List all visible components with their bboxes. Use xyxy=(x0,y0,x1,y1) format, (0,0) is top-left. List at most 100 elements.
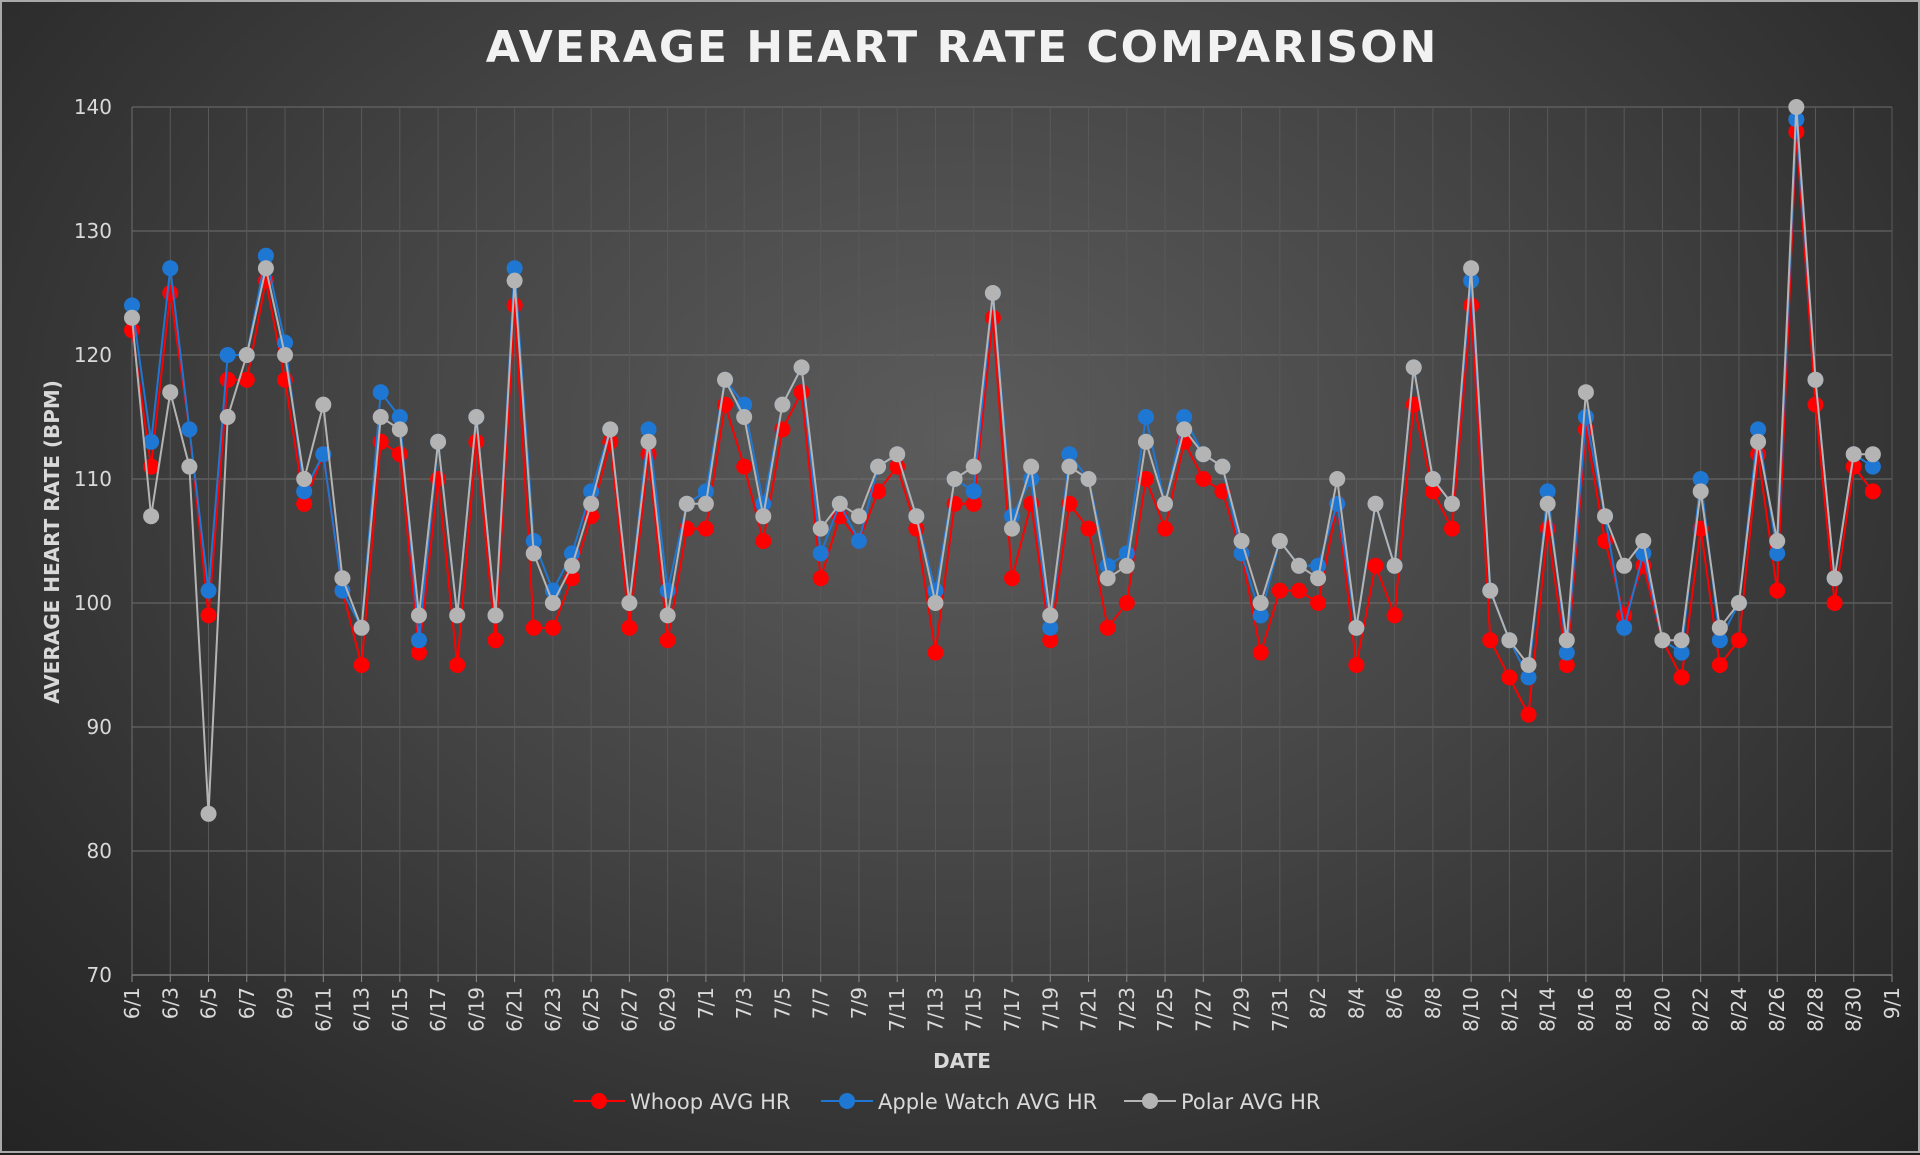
data-point xyxy=(544,595,561,611)
data-point xyxy=(143,508,160,525)
x-tick-label: 6/23 xyxy=(541,987,565,1032)
data-point xyxy=(1386,607,1403,624)
data-point xyxy=(755,508,772,525)
y-tick-label: 80 xyxy=(87,839,112,863)
data-point xyxy=(1424,483,1441,500)
data-point xyxy=(1367,495,1384,512)
data-point xyxy=(697,520,714,537)
x-tick-label: 6/19 xyxy=(464,987,488,1032)
data-point xyxy=(1730,632,1747,649)
data-point xyxy=(1539,495,1556,512)
data-point xyxy=(1195,471,1212,487)
data-point xyxy=(1845,446,1862,463)
data-point xyxy=(564,557,580,574)
data-point xyxy=(1482,582,1499,599)
data-point xyxy=(1080,520,1097,537)
data-point xyxy=(1271,582,1288,599)
data-point xyxy=(1673,644,1690,661)
x-tick-label: 8/26 xyxy=(1765,987,1789,1032)
x-tick-label: 7/9 xyxy=(847,987,871,1019)
data-point xyxy=(984,309,1001,326)
data-point xyxy=(410,607,427,624)
data-point xyxy=(1233,545,1250,562)
data-point xyxy=(1176,409,1193,425)
data-point xyxy=(525,619,542,636)
data-point xyxy=(1711,632,1728,649)
data-point xyxy=(1788,99,1805,115)
data-point xyxy=(1214,458,1231,475)
data-point xyxy=(296,471,313,487)
legend-label: Whoop AVG HR xyxy=(630,1090,791,1114)
legend-marker xyxy=(1142,1093,1158,1109)
data-point xyxy=(1329,471,1346,487)
data-point xyxy=(1826,570,1843,587)
data-point xyxy=(1137,409,1154,425)
data-point xyxy=(1042,619,1059,636)
data-point xyxy=(1558,632,1575,649)
x-tick-label: 8/6 xyxy=(1383,987,1407,1019)
data-point xyxy=(736,409,753,425)
data-point xyxy=(1023,458,1040,475)
data-point xyxy=(1042,632,1059,649)
data-point xyxy=(1386,557,1403,574)
data-point xyxy=(564,545,580,562)
x-tick-label: 8/8 xyxy=(1421,987,1445,1019)
data-point xyxy=(1711,657,1728,673)
data-point xyxy=(1252,595,1269,611)
legend-marker xyxy=(591,1093,607,1109)
data-point xyxy=(1367,557,1384,574)
data-point xyxy=(1864,458,1881,475)
data-point xyxy=(1463,297,1480,314)
x-tick-label: 7/31 xyxy=(1268,987,1292,1032)
data-point xyxy=(1137,433,1154,450)
data-point xyxy=(774,396,791,413)
x-tick-label: 8/12 xyxy=(1497,987,1521,1032)
data-point xyxy=(238,347,255,363)
data-point xyxy=(1864,446,1881,463)
data-point xyxy=(525,545,542,562)
data-point xyxy=(697,495,714,512)
data-point xyxy=(1023,471,1040,487)
data-point xyxy=(1520,706,1537,723)
data-point xyxy=(1807,396,1824,413)
x-tick-label: 6/29 xyxy=(656,987,680,1032)
data-point xyxy=(410,644,427,661)
data-point xyxy=(812,570,829,587)
data-point xyxy=(946,471,963,487)
data-point xyxy=(870,483,887,500)
data-point xyxy=(1730,595,1747,611)
x-tick-label: 8/18 xyxy=(1612,987,1636,1032)
x-tick-label: 9/1 xyxy=(1880,987,1904,1019)
data-point xyxy=(124,309,140,326)
data-point xyxy=(927,644,944,661)
y-tick-label: 90 xyxy=(87,715,112,739)
x-tick-label: 8/22 xyxy=(1689,987,1713,1032)
data-point xyxy=(1118,557,1135,574)
x-tick-label: 7/1 xyxy=(694,987,718,1019)
data-point xyxy=(1807,371,1824,388)
y-tick-label: 110 xyxy=(74,467,112,491)
data-point xyxy=(1080,471,1097,487)
data-point xyxy=(1558,644,1575,661)
data-point xyxy=(1769,582,1786,599)
data-point xyxy=(1195,446,1212,463)
x-tick-label: 8/10 xyxy=(1459,987,1483,1032)
data-point xyxy=(984,285,1001,301)
x-tick-label: 7/21 xyxy=(1077,987,1101,1032)
x-tick-label: 6/13 xyxy=(350,987,374,1032)
data-point xyxy=(1157,520,1174,537)
data-point xyxy=(678,495,695,512)
data-point xyxy=(544,619,561,636)
data-point xyxy=(1118,595,1135,611)
data-point xyxy=(1463,260,1480,277)
x-tick-label: 7/27 xyxy=(1191,987,1215,1032)
data-point xyxy=(1157,495,1174,512)
data-point xyxy=(449,607,466,624)
data-point xyxy=(410,632,427,649)
data-point xyxy=(162,384,179,401)
x-tick-label: 8/4 xyxy=(1344,987,1368,1019)
y-tick-label: 120 xyxy=(74,343,112,367)
data-point xyxy=(1252,644,1269,661)
data-point xyxy=(602,421,619,438)
data-point xyxy=(583,495,600,512)
